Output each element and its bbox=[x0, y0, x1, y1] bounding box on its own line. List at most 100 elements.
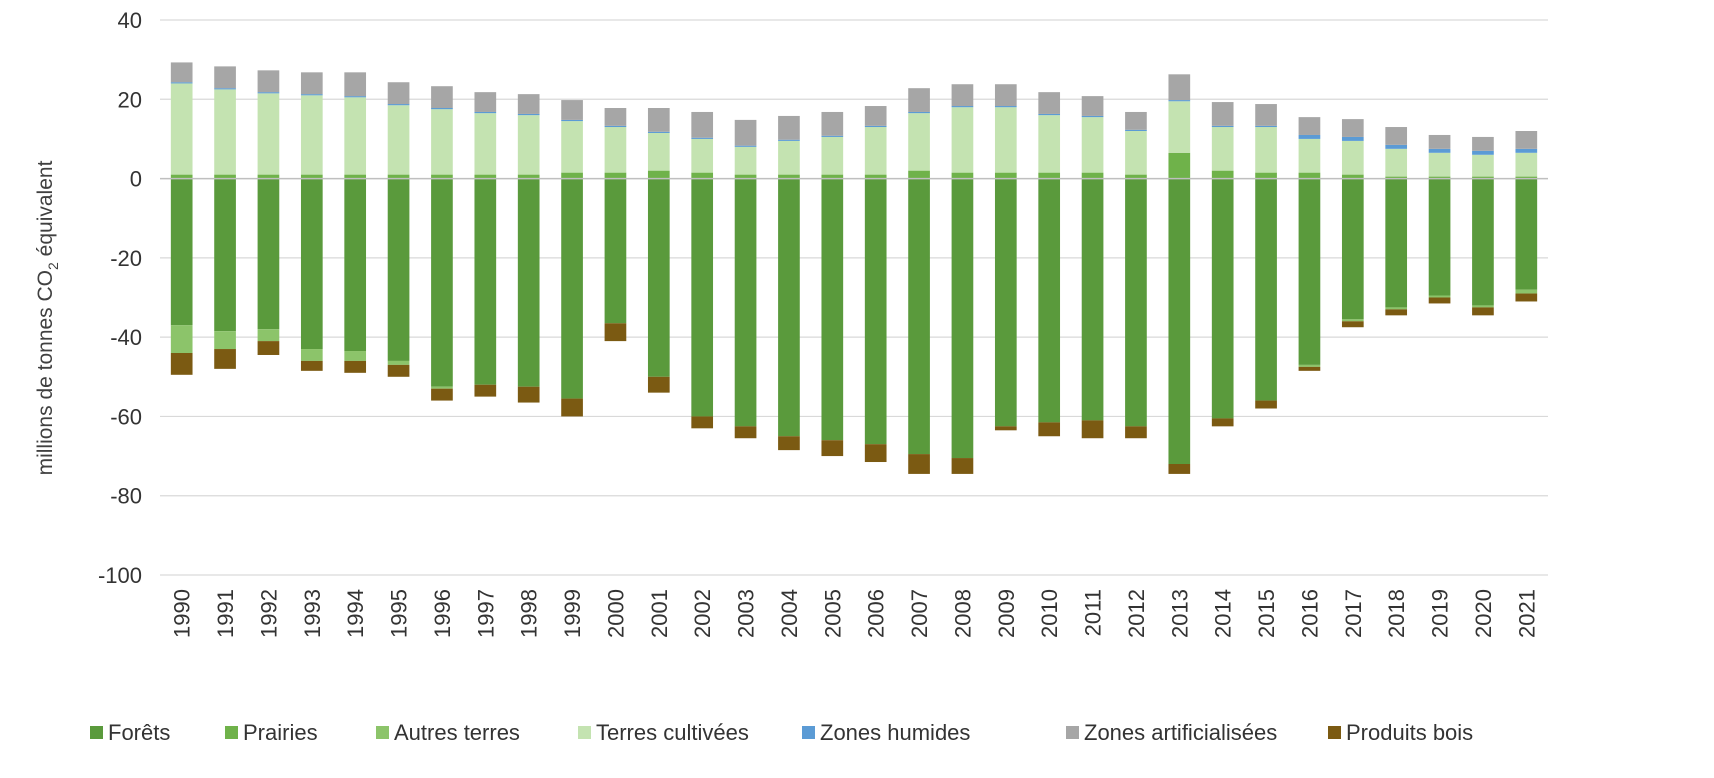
bar-segment-1997-s6 bbox=[474, 384, 497, 397]
bar-segment-2006-s0 bbox=[864, 178, 887, 445]
bar-segment-2000-s4 bbox=[604, 125, 627, 128]
bar-segment-2007-s6 bbox=[908, 454, 930, 474]
x-tick-label-2014: 2014 bbox=[1211, 589, 1236, 638]
bar-segment-1995-s3 bbox=[387, 105, 410, 175]
bar-segment-2021-s0 bbox=[1515, 178, 1538, 290]
legend-label-5: Zones artificialisées bbox=[1084, 720, 1277, 745]
x-tick-label-1990: 1990 bbox=[170, 589, 195, 638]
bar-segment-2004-s1 bbox=[778, 174, 800, 179]
bar-segment-1990-s2 bbox=[170, 325, 193, 353]
bar-segment-1997-s5 bbox=[474, 92, 497, 112]
bar-segment-2012-s1 bbox=[1125, 174, 1147, 179]
bar-segment-1996-s0 bbox=[431, 178, 453, 387]
bar-segment-2009-s1 bbox=[994, 172, 1017, 179]
y-axis-title: millions de tonnes CO2 équivalent bbox=[34, 160, 61, 475]
bar-segment-2018-s6 bbox=[1385, 309, 1408, 316]
bar-segment-2016-s3 bbox=[1298, 138, 1321, 173]
x-tick-label-2017: 2017 bbox=[1341, 589, 1366, 638]
bar-segment-2011-s1 bbox=[1081, 172, 1104, 179]
y-tick-label: -100 bbox=[98, 563, 142, 588]
x-tick-label-2000: 2000 bbox=[603, 589, 628, 638]
bar-segment-2013-s4 bbox=[1168, 100, 1191, 102]
bar-segment-2005-s6 bbox=[821, 440, 844, 457]
bar-segment-2007-s5 bbox=[908, 88, 930, 112]
bar-segment-2003-s4 bbox=[734, 145, 757, 147]
bar-segment-1996-s6 bbox=[431, 388, 453, 401]
bar-segment-1992-s3 bbox=[257, 93, 280, 175]
legend-swatch-4 bbox=[802, 726, 815, 739]
bar-segment-2020-s6 bbox=[1472, 307, 1494, 316]
bar-segment-2015-s5 bbox=[1255, 104, 1277, 126]
bar-segment-1998-s4 bbox=[517, 113, 540, 116]
bar-segment-2014-s6 bbox=[1211, 418, 1234, 427]
bar-segment-2011-s6 bbox=[1081, 420, 1104, 439]
legend-swatch-0 bbox=[90, 726, 103, 739]
bar-segment-2002-s0 bbox=[691, 178, 714, 417]
bar-segment-1992-s1 bbox=[257, 174, 280, 179]
x-tick-label-1994: 1994 bbox=[343, 589, 368, 638]
bar-segment-2006-s5 bbox=[864, 106, 887, 126]
bar-segment-2013-s0 bbox=[1168, 178, 1191, 465]
bar-segment-1994-s1 bbox=[344, 174, 367, 179]
y-axis-title-prefix: millions de tonnes CO bbox=[34, 270, 57, 475]
bar-segment-2003-s0 bbox=[734, 178, 757, 427]
bar-segment-2016-s6 bbox=[1298, 366, 1321, 371]
bar-segment-2018-s1 bbox=[1385, 176, 1408, 179]
gridlines bbox=[160, 19, 1548, 576]
bar-segment-2001-s5 bbox=[647, 108, 670, 132]
bar-segment-2020-s0 bbox=[1472, 178, 1494, 306]
legend-swatch-1 bbox=[225, 726, 238, 739]
bar-segment-2021-s1 bbox=[1515, 176, 1538, 179]
bar-segment-2005-s0 bbox=[821, 178, 844, 441]
x-tick-label-1993: 1993 bbox=[300, 589, 325, 638]
bar-segment-2015-s1 bbox=[1255, 172, 1277, 179]
bar-segment-2001-s1 bbox=[647, 170, 670, 179]
bar-segment-2013-s3 bbox=[1168, 101, 1191, 153]
bar-segment-2010-s0 bbox=[1038, 178, 1061, 423]
bar-segment-2003-s5 bbox=[734, 119, 757, 146]
bar-segment-2002-s6 bbox=[691, 416, 714, 429]
bar-segment-2008-s6 bbox=[951, 458, 974, 474]
bar-segment-2006-s6 bbox=[864, 444, 887, 463]
bar-segment-2018-s5 bbox=[1385, 127, 1408, 145]
bar-segment-2001-s3 bbox=[647, 132, 670, 171]
bar-segment-1999-s4 bbox=[561, 119, 583, 122]
bar-segment-2005-s5 bbox=[821, 111, 844, 136]
bar-segment-1990-s3 bbox=[170, 83, 193, 175]
legend-label-4: Zones humides bbox=[820, 720, 970, 745]
bar-segment-1994-s0 bbox=[344, 178, 367, 352]
bar-segment-2019-s1 bbox=[1428, 176, 1451, 179]
y-tick-label: -20 bbox=[110, 246, 142, 271]
x-tick-label-2011: 2011 bbox=[1081, 589, 1106, 636]
bar-segment-2000-s0 bbox=[604, 178, 627, 324]
bar-segment-1994-s2 bbox=[344, 351, 367, 361]
bar-segment-2000-s1 bbox=[604, 172, 627, 179]
bar-segment-2012-s3 bbox=[1125, 131, 1147, 175]
bar-segment-2003-s3 bbox=[734, 146, 757, 175]
legend-swatch-3 bbox=[578, 726, 591, 739]
x-tick-label-1991: 1991 bbox=[213, 589, 238, 638]
bar-segment-2007-s0 bbox=[908, 178, 930, 455]
bar-segment-2012-s5 bbox=[1125, 111, 1147, 130]
bar-segment-2011-s3 bbox=[1081, 117, 1104, 173]
y-tick-label: 0 bbox=[130, 167, 142, 192]
bar-segment-1997-s4 bbox=[474, 111, 497, 114]
bar-segment-1998-s5 bbox=[517, 94, 540, 114]
bar-segment-2007-s3 bbox=[908, 113, 930, 171]
bar-segment-2020-s4 bbox=[1472, 150, 1494, 155]
x-tick-label-2013: 2013 bbox=[1167, 589, 1192, 638]
legend-label-6: Produits bois bbox=[1346, 720, 1473, 745]
bar-segment-2017-s0 bbox=[1341, 178, 1364, 320]
bar-segment-1995-s4 bbox=[387, 104, 410, 106]
bar-segment-1991-s0 bbox=[214, 178, 236, 332]
bar-segment-2007-s4 bbox=[908, 111, 930, 114]
bar-segment-2000-s5 bbox=[604, 108, 627, 126]
bar-segment-1991-s3 bbox=[214, 89, 236, 175]
bar-segment-1994-s3 bbox=[344, 97, 367, 175]
bar-segment-2010-s3 bbox=[1038, 115, 1061, 173]
bar-segment-1991-s4 bbox=[214, 88, 236, 90]
bar-segment-1994-s5 bbox=[344, 72, 367, 97]
bar-segment-2002-s4 bbox=[691, 137, 714, 139]
bar-segment-2006-s1 bbox=[864, 174, 887, 179]
bar-segment-2020-s2 bbox=[1472, 305, 1494, 308]
